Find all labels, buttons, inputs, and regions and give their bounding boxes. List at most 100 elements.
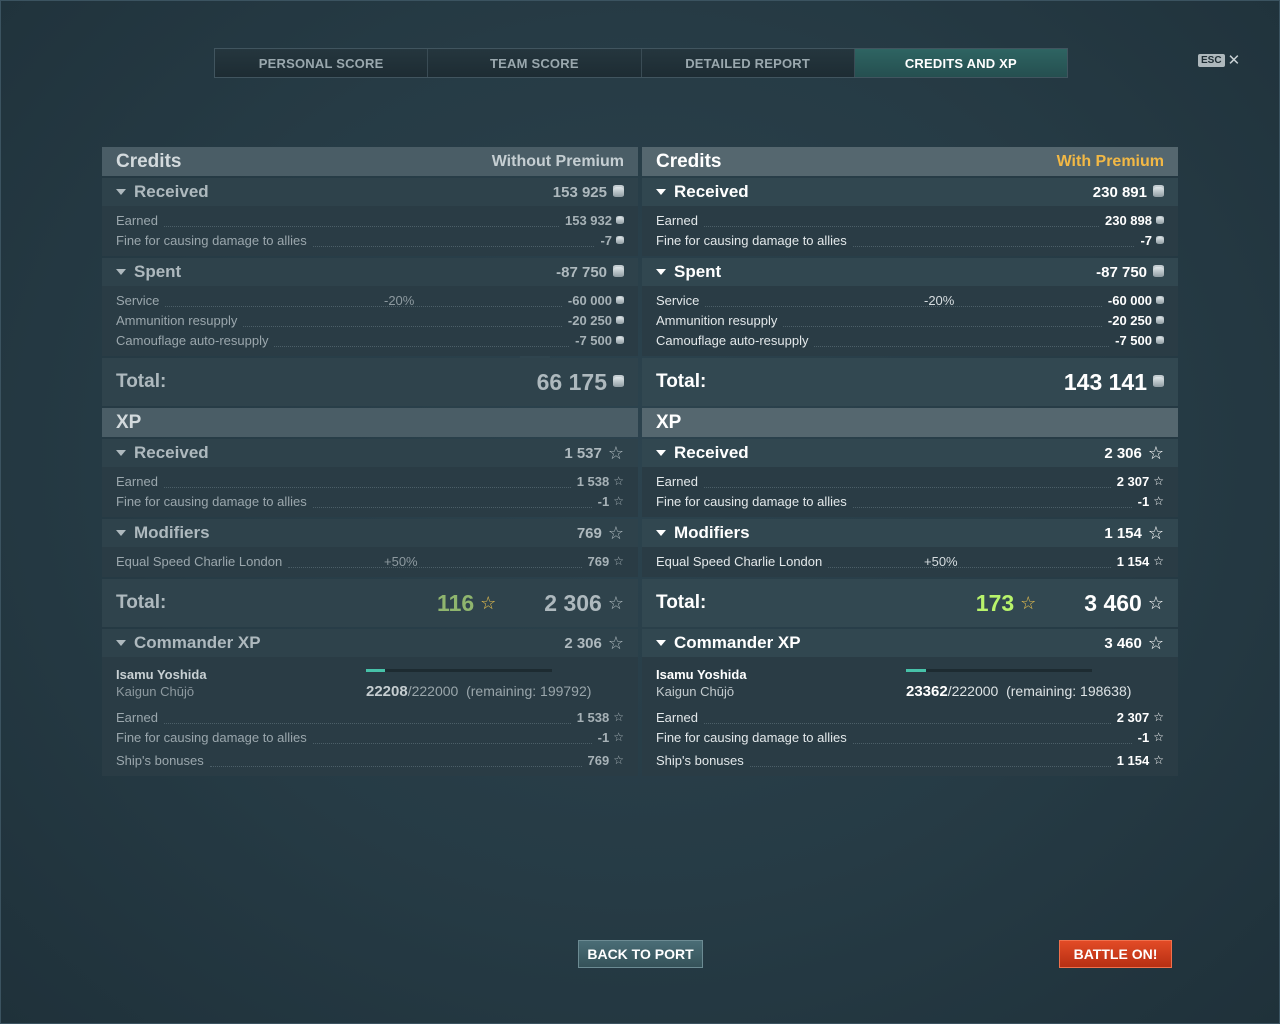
detail-row-name: Ship's bonuses <box>656 752 744 768</box>
credits-spent-section[interactable]: Spent -87 750 <box>102 258 638 286</box>
xp-star-icon: ☆ <box>613 730 624 744</box>
credits-coin-icon <box>616 216 624 224</box>
free-xp-gold-star-icon: ☆ <box>1020 593 1037 613</box>
dotted-leader <box>274 334 570 347</box>
xp-total-value: 2 306 <box>544 589 602 616</box>
detail-row-value: 769 <box>587 752 610 768</box>
collapse-triangle-icon[interactable] <box>116 269 126 275</box>
detail-row-value-group: -20 250 <box>568 313 624 328</box>
detail-row-modifier: -20% <box>384 292 415 308</box>
collapse-triangle-icon[interactable] <box>116 530 126 536</box>
xp-total: Total: 116 ☆ 2 306 ☆ <box>102 579 638 627</box>
collapse-triangle-icon[interactable] <box>656 640 666 646</box>
xp-title: XP <box>116 411 142 433</box>
spent-details: Service -20% -60 000 Ammunition resupply -20… <box>102 286 638 356</box>
credits-spent-section[interactable]: Spent -87 750 <box>642 258 1178 286</box>
xp-modifiers-section[interactable]: Modifiers 1 154 ☆ <box>642 519 1178 547</box>
credits-coin-icon <box>1156 316 1164 324</box>
section-label: Spent <box>674 262 722 281</box>
modifiers-details: Equal Speed Charlie London +50% 1 154 ☆ <box>642 547 1178 577</box>
commander-xp-section[interactable]: Commander XP 3 460 ☆ <box>642 629 1178 657</box>
tab-team-score[interactable]: TEAM SCORE <box>428 49 642 77</box>
xp-star-icon: ☆ <box>1153 710 1164 724</box>
detail-row: Fine for causing damage to allies -7 <box>116 230 624 250</box>
dotted-leader <box>783 314 1102 327</box>
collapse-triangle-icon[interactable] <box>116 640 126 646</box>
battle-on-button[interactable]: BATTLE ON! <box>1059 940 1172 968</box>
detail-row: Service -20% -60 000 <box>116 290 624 310</box>
credits-coin-icon <box>1153 267 1164 277</box>
collapse-triangle-icon[interactable] <box>656 530 666 536</box>
detail-row-value-group: -7 500 <box>575 333 624 348</box>
detail-row: Equal Speed Charlie London +50% 769 ☆ <box>116 551 624 571</box>
xp-received-section[interactable]: Received 2 306 ☆ <box>642 439 1178 467</box>
commander-xp-max: /222000 <box>407 683 459 699</box>
tab-detailed-report[interactable]: DETAILED REPORT <box>641 49 855 77</box>
detail-row-value-group: -7 500 <box>1115 333 1164 348</box>
dotted-leader <box>703 214 1099 227</box>
credits-received-section[interactable]: Received 230 891 <box>642 178 1178 206</box>
credits-received-section[interactable]: Received 153 925 <box>102 178 638 206</box>
back-to-port-button[interactable]: BACK TO PORT <box>578 940 703 968</box>
section-value: 153 925 <box>552 183 607 201</box>
commander-xp-progress-bar <box>366 669 552 672</box>
tab-credits-and-xp[interactable]: CREDITS AND XP <box>854 49 1067 77</box>
tab-personal-score[interactable]: PERSONAL SCORE <box>215 49 429 77</box>
detail-row-name: Earned <box>656 473 698 489</box>
section-value: -87 750 <box>1096 263 1147 281</box>
detail-row-name: Fine for causing damage to allies <box>116 493 307 509</box>
commander-xp-remaining: (remaining: 199792) <box>466 683 592 699</box>
dotted-leader <box>852 731 1132 744</box>
commander-xp-readout: 22208/222000 (remaining: 199792) <box>366 683 591 700</box>
detail-row-value-group: 1 538 ☆ <box>577 710 624 725</box>
collapse-triangle-icon[interactable] <box>656 450 666 456</box>
detail-row-value-group: 769 ☆ <box>588 753 624 768</box>
column-without-premium: Credits Without Premium Received 153 925… <box>102 147 638 776</box>
tab-bar: PERSONAL SCORE TEAM SCORE DETAILED REPOR… <box>214 48 1068 78</box>
credits-coin-icon <box>616 316 624 324</box>
commander-details: Earned 1 538 ☆ Fine for causing damage to a… <box>116 707 624 770</box>
detail-row-value: -60 000 <box>1107 292 1152 308</box>
commander-xp-progress-fill <box>906 669 926 672</box>
detail-row-name: Service <box>116 292 160 308</box>
xp-star-icon: ☆ <box>613 554 624 568</box>
commander-xp-readout: 23362/222000 (remaining: 198638) <box>906 683 1131 700</box>
detail-row-value-group: -20 250 <box>1108 313 1164 328</box>
detail-row-name: Equal Speed Charlie London <box>656 553 823 569</box>
section-label: Commander XP <box>674 633 801 652</box>
commander-name: Isamu Yoshida <box>656 667 747 682</box>
section-label: Modifiers <box>134 523 210 542</box>
credits-coin-icon <box>613 377 624 387</box>
detail-row-value: 769 <box>587 553 610 569</box>
credits-title: Credits <box>656 150 722 172</box>
xp-total-value: 3 460 <box>1084 589 1142 616</box>
credits-coin-icon <box>613 187 624 197</box>
close-button[interactable]: ESC ✕ <box>1198 53 1240 68</box>
dotted-leader <box>749 754 1111 767</box>
collapse-triangle-icon[interactable] <box>656 269 666 275</box>
commander-xp-section[interactable]: Commander XP 2 306 ☆ <box>102 629 638 657</box>
section-value: 3 460 <box>1104 634 1142 652</box>
collapse-triangle-icon[interactable] <box>656 189 666 195</box>
detail-row-name: Ship's bonuses <box>116 752 204 768</box>
commander-xp-progress-fill <box>366 669 385 672</box>
collapse-triangle-icon[interactable] <box>116 189 126 195</box>
xp-star-icon: ☆ <box>613 710 624 724</box>
section-label: Received <box>134 443 209 462</box>
xp-star-icon: ☆ <box>613 753 624 767</box>
dotted-leader <box>852 495 1132 508</box>
detail-row-value: 2 307 <box>1116 709 1150 725</box>
collapse-triangle-icon[interactable] <box>116 450 126 456</box>
detail-row-name: Fine for causing damage to allies <box>656 729 847 745</box>
credits-coin-icon <box>1156 236 1164 244</box>
credits-total-value: 66 175 <box>536 368 607 395</box>
xp-modifiers-section[interactable]: Modifiers 769 ☆ <box>102 519 638 547</box>
dotted-leader <box>703 711 1111 724</box>
free-xp-gold-star-icon: ☆ <box>480 593 497 613</box>
dotted-leader <box>705 294 1102 307</box>
detail-row-value: -20 250 <box>1107 312 1152 328</box>
detail-row: Fine for causing damage to allies -1 ☆ <box>656 727 1164 747</box>
received-details: Earned 153 932 Fine for causing damage to … <box>102 206 638 256</box>
detail-row-value: -1 <box>597 493 610 509</box>
xp-received-section[interactable]: Received 1 537 ☆ <box>102 439 638 467</box>
